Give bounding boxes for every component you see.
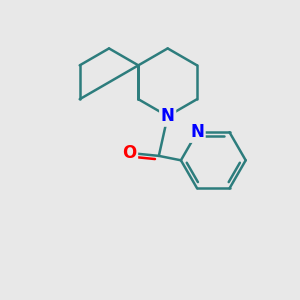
Text: N: N bbox=[161, 107, 175, 125]
Text: N: N bbox=[190, 123, 204, 141]
Text: O: O bbox=[122, 144, 136, 162]
